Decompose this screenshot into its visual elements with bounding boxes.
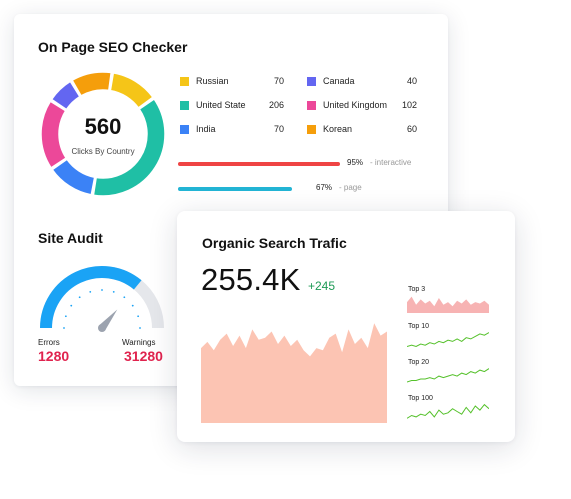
legend-label: United State: [196, 100, 246, 110]
mini-series-top-10: [407, 332, 489, 348]
legend-swatch: [180, 77, 189, 86]
mini-label-top-100: Top 100: [408, 395, 433, 402]
mini-chart-top-3: [407, 296, 489, 313]
gauge-tick: [101, 289, 103, 291]
gauge-fill: [40, 266, 142, 329]
legend-swatch: [180, 125, 189, 134]
mini-chart-top-20: [407, 368, 489, 383]
donut-total-label: Clicks By Country: [71, 147, 135, 156]
errors-label: Errors: [38, 338, 60, 347]
organic-traffic-card: Organic Search Trafic 255.4K +245 Top 3 …: [177, 211, 515, 442]
country-donut-chart: [40, 71, 166, 197]
legend-swatch: [307, 101, 316, 110]
legend-swatch: [180, 101, 189, 110]
mini-chart-top-10: [407, 332, 489, 348]
progress-bar-interactive: [178, 162, 340, 166]
legend-label: India: [196, 124, 216, 134]
gauge-tick: [137, 315, 140, 318]
errors-value: 1280: [38, 348, 70, 364]
mini-series-top-100: [407, 403, 489, 419]
legend-value: 70: [273, 76, 284, 86]
legend-value: 70: [273, 124, 284, 134]
progress-page: 67% - page: [178, 183, 438, 195]
progress-label: - page: [339, 183, 362, 192]
gauge-tick: [63, 327, 65, 329]
legend-swatch: [307, 77, 316, 86]
traffic-card-title: Organic Search Trafic: [202, 235, 347, 251]
progress-percent: 67%: [316, 183, 333, 192]
legend-value: 40: [406, 76, 417, 86]
gauge-tick: [131, 304, 134, 307]
mini-label-top-20: Top 20: [408, 359, 430, 366]
mini-series-top-3: [407, 296, 489, 313]
warnings-value: 31280: [124, 348, 163, 364]
traffic-area: [201, 323, 387, 423]
warnings-label: Warnings: [122, 338, 156, 347]
legend-value: 102: [401, 100, 417, 110]
mini-series-top-20: [407, 368, 489, 383]
gauge-tick: [123, 296, 126, 299]
gauge-tick: [139, 327, 141, 329]
traffic-area-chart: [201, 323, 387, 423]
site-audit-title: Site Audit: [38, 230, 103, 246]
legend-value: 60: [406, 124, 417, 134]
traffic-delta: +245: [308, 279, 336, 293]
legend-label: United Kingdom: [323, 100, 388, 110]
progress-percent: 95%: [347, 158, 364, 167]
donut-slice-united-kingdom: [40, 100, 68, 169]
mini-label-top-10: Top 10: [408, 323, 430, 330]
donut-total: 560: [84, 114, 122, 139]
mini-label-top-3: Top 3: [408, 286, 426, 293]
donut-slice-india: [51, 158, 96, 196]
donut-slice-russian: [109, 72, 154, 109]
progress-label: - interactive: [370, 158, 412, 167]
progress-interactive: 95% - interactive: [178, 158, 438, 170]
donut-slice-canada: [50, 80, 81, 111]
progress-bar-page: [178, 187, 292, 191]
seo-card-title: On Page SEO Checker: [38, 39, 188, 55]
legend-value: 206: [268, 100, 284, 110]
legend-label: Russian: [196, 76, 229, 86]
traffic-value: 255.4K: [201, 262, 301, 297]
donut-slice-united-state: [92, 97, 166, 197]
gauge-hub: [98, 324, 106, 332]
gauge-tick: [89, 290, 92, 293]
mini-chart-top-100: [407, 403, 489, 419]
gauge-tick: [112, 290, 115, 293]
legend-label: Canada: [323, 76, 355, 86]
legend-swatch: [307, 125, 316, 134]
gauge-tick: [70, 304, 73, 307]
donut-slice-korean: [71, 71, 113, 97]
gauge-tick: [64, 315, 67, 318]
gauge-tick: [78, 296, 81, 299]
legend-label: Korean: [323, 124, 353, 134]
site-audit-gauge: [40, 266, 164, 332]
